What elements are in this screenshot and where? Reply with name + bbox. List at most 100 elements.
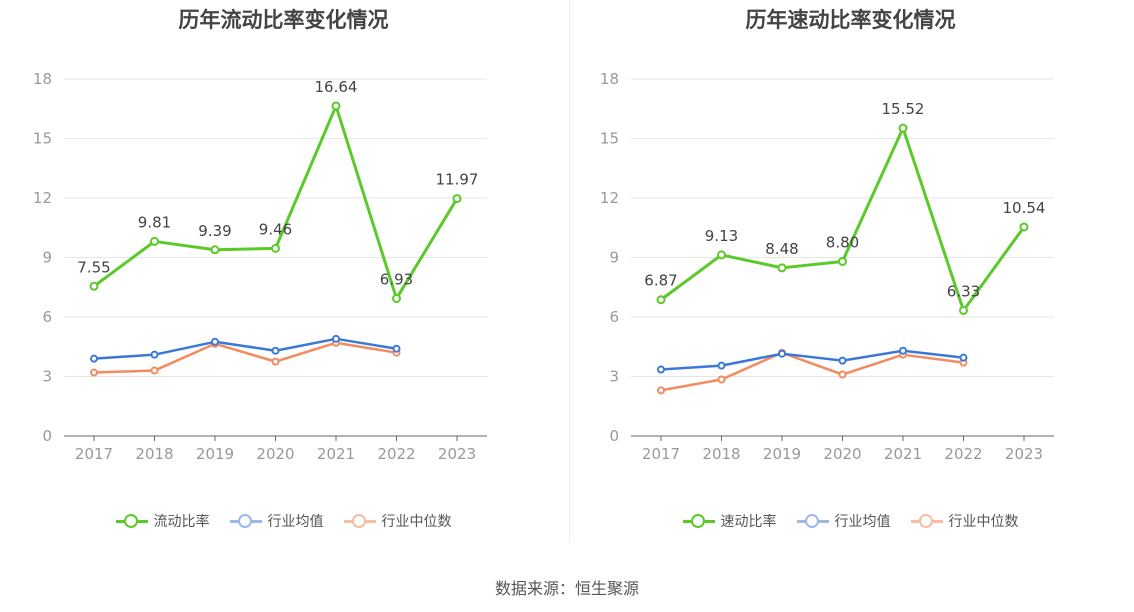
legend-item-quick-ratio[interactable]: 速动比率 <box>682 511 777 531</box>
current-ratio-chart: 历年流动比率变化情况 0 3 6 9 12 15 18 2017 2018 2019 2020 202… <box>0 0 567 560</box>
legend-label: 速动比率 <box>720 514 777 530</box>
x-tick-label: 2019 <box>763 445 801 463</box>
x-tick-label: 2020 <box>823 445 861 463</box>
data-label: 7.55 <box>77 258 110 276</box>
y-tick-label: 0 <box>609 427 619 445</box>
legend-item-industry-mean[interactable]: 行业均值 <box>229 511 324 531</box>
x-tick-label: 2019 <box>196 445 234 463</box>
data-point <box>452 194 462 204</box>
y-tick-label: 0 <box>42 427 52 445</box>
legend-marker-icon <box>343 514 376 528</box>
data-label: 6.93 <box>380 271 413 289</box>
legend-marker-icon <box>229 514 262 528</box>
data-point <box>717 250 726 260</box>
data-point <box>331 101 341 111</box>
panel-divider <box>569 0 570 542</box>
data-point <box>392 344 401 353</box>
data-point <box>90 368 98 377</box>
data-label: 9.46 <box>259 220 292 238</box>
y-tick-label: 9 <box>42 249 52 267</box>
data-point <box>959 353 968 362</box>
data-point <box>150 366 159 375</box>
data-label: 8.80 <box>826 233 859 251</box>
legend-label: 行业均值 <box>834 514 891 530</box>
data-point <box>838 370 847 379</box>
x-tick-label: 2023 <box>438 445 476 463</box>
data-point <box>271 357 280 366</box>
legend-item-current-ratio[interactable]: 流动比率 <box>115 511 210 531</box>
data-point <box>657 365 665 374</box>
data-label: 8.48 <box>765 240 798 258</box>
legend-label: 流动比率 <box>153 514 210 530</box>
chart-legend: 速动比率 行业均值 行业中位数 <box>567 511 1134 531</box>
quick-ratio-chart: 历年速动比率变化情况 0 3 6 9 12 15 18 2017 2018 2019 2020 202… <box>567 0 1134 560</box>
data-point <box>271 243 280 253</box>
x-tick-label: 2023 <box>1005 445 1043 463</box>
legend-marker-icon <box>796 514 829 528</box>
data-point <box>332 334 340 343</box>
y-tick-label: 9 <box>609 249 619 267</box>
data-point <box>899 346 907 355</box>
data-point <box>717 361 726 370</box>
data-point <box>717 375 726 384</box>
series-line <box>93 337 397 360</box>
data-source-note: 数据来源：恒生聚源 <box>494 579 639 598</box>
data-point <box>150 350 159 359</box>
y-tick-label: 12 <box>600 189 619 207</box>
y-tick-label: 15 <box>33 130 52 148</box>
legend-marker-icon <box>910 514 943 528</box>
data-label: 6.33 <box>947 282 980 300</box>
data-point <box>210 245 220 255</box>
legend-item-industry-median[interactable]: 行业中位数 <box>910 511 1019 531</box>
data-point <box>90 354 98 363</box>
x-tick-label: 2020 <box>256 445 294 463</box>
data-label: 9.13 <box>705 227 738 245</box>
y-tick-label: 12 <box>33 189 52 207</box>
data-label: 15.52 <box>882 100 925 118</box>
chart-plot-area: 0 3 6 9 12 15 18 2017 2018 2019 2020 2021 2022 2023 7.… <box>33 70 487 463</box>
data-point <box>838 356 847 365</box>
x-tick-label: 2017 <box>75 445 113 463</box>
data-point <box>1019 222 1029 232</box>
data-label: 6.87 <box>644 272 677 290</box>
data-point <box>89 281 99 291</box>
data-point <box>778 349 786 358</box>
y-tick-label: 6 <box>609 308 619 326</box>
y-tick-label: 6 <box>42 308 52 326</box>
data-point <box>150 236 159 246</box>
data-label: 9.81 <box>138 213 171 231</box>
data-point <box>657 386 665 395</box>
x-tick-label: 2018 <box>702 445 740 463</box>
data-point <box>898 123 908 133</box>
data-label: 10.54 <box>1003 199 1046 217</box>
legend-label: 行业中位数 <box>381 514 452 530</box>
chart-legend: 流动比率 行业均值 行业中位数 <box>0 511 567 531</box>
x-tick-label: 2022 <box>944 445 982 463</box>
x-tick-label: 2021 <box>317 445 355 463</box>
data-point <box>656 295 666 305</box>
data-point <box>211 337 219 346</box>
legend-item-industry-mean[interactable]: 行业均值 <box>796 511 891 531</box>
y-tick-label: 18 <box>600 70 619 88</box>
data-label: 9.39 <box>198 222 231 240</box>
series-line <box>660 351 964 392</box>
chart-title: 历年速动比率变化情况 <box>745 8 956 32</box>
data-point <box>271 346 280 355</box>
legend-item-industry-median[interactable]: 行业中位数 <box>343 511 452 531</box>
legend-label: 行业均值 <box>267 514 324 530</box>
y-tick-label: 3 <box>609 368 619 386</box>
legend-marker-icon <box>682 514 715 528</box>
x-tick-label: 2017 <box>642 445 680 463</box>
data-label: 16.64 <box>315 78 358 96</box>
data-point <box>959 305 968 315</box>
y-tick-label: 18 <box>33 70 52 88</box>
y-tick-label: 15 <box>600 130 619 148</box>
x-tick-label: 2021 <box>884 445 922 463</box>
data-point <box>777 263 787 273</box>
data-label: 11.97 <box>436 171 479 189</box>
data-point <box>838 256 847 266</box>
x-tick-label: 2022 <box>377 445 415 463</box>
chart-plot-area: 0 3 6 9 12 15 18 2017 2018 2019 2020 2021 2022 2023 6.… <box>600 70 1054 463</box>
chart-title: 历年流动比率变化情况 <box>178 8 389 32</box>
y-tick-label: 3 <box>42 368 52 386</box>
